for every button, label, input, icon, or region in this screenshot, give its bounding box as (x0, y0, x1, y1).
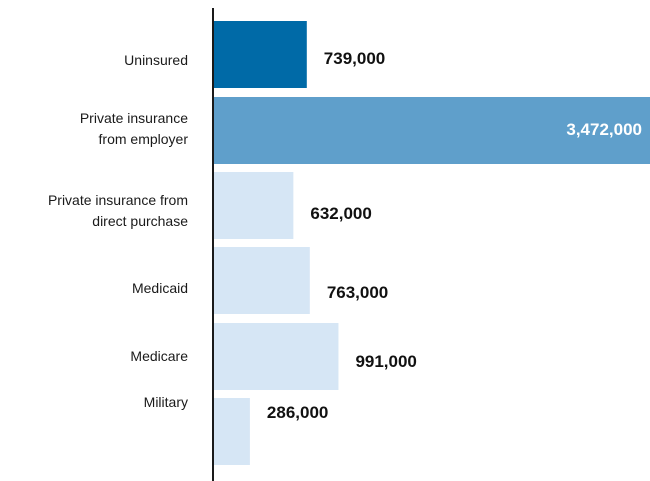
category-label: Private insurance from employer (79, 110, 188, 147)
category-label: Private insurance from direct purchase (47, 192, 188, 229)
value-label: 739,000 (323, 49, 386, 68)
bar (214, 97, 650, 164)
bar (214, 21, 307, 88)
category-label: Medicare (130, 348, 188, 364)
bar (214, 398, 250, 465)
value-label: 763,000 (326, 283, 389, 302)
value-label: 3,472,000 (566, 120, 642, 139)
category-label: Military (143, 394, 188, 410)
bar (214, 247, 310, 314)
category-label: Medicaid (131, 280, 188, 296)
value-label: 632,000 (310, 204, 372, 223)
category-label: Uninsured (124, 52, 188, 68)
value-label: 286,000 (266, 403, 329, 422)
value-label: 991,000 (355, 352, 417, 371)
bar (214, 323, 339, 390)
bar (214, 172, 294, 239)
